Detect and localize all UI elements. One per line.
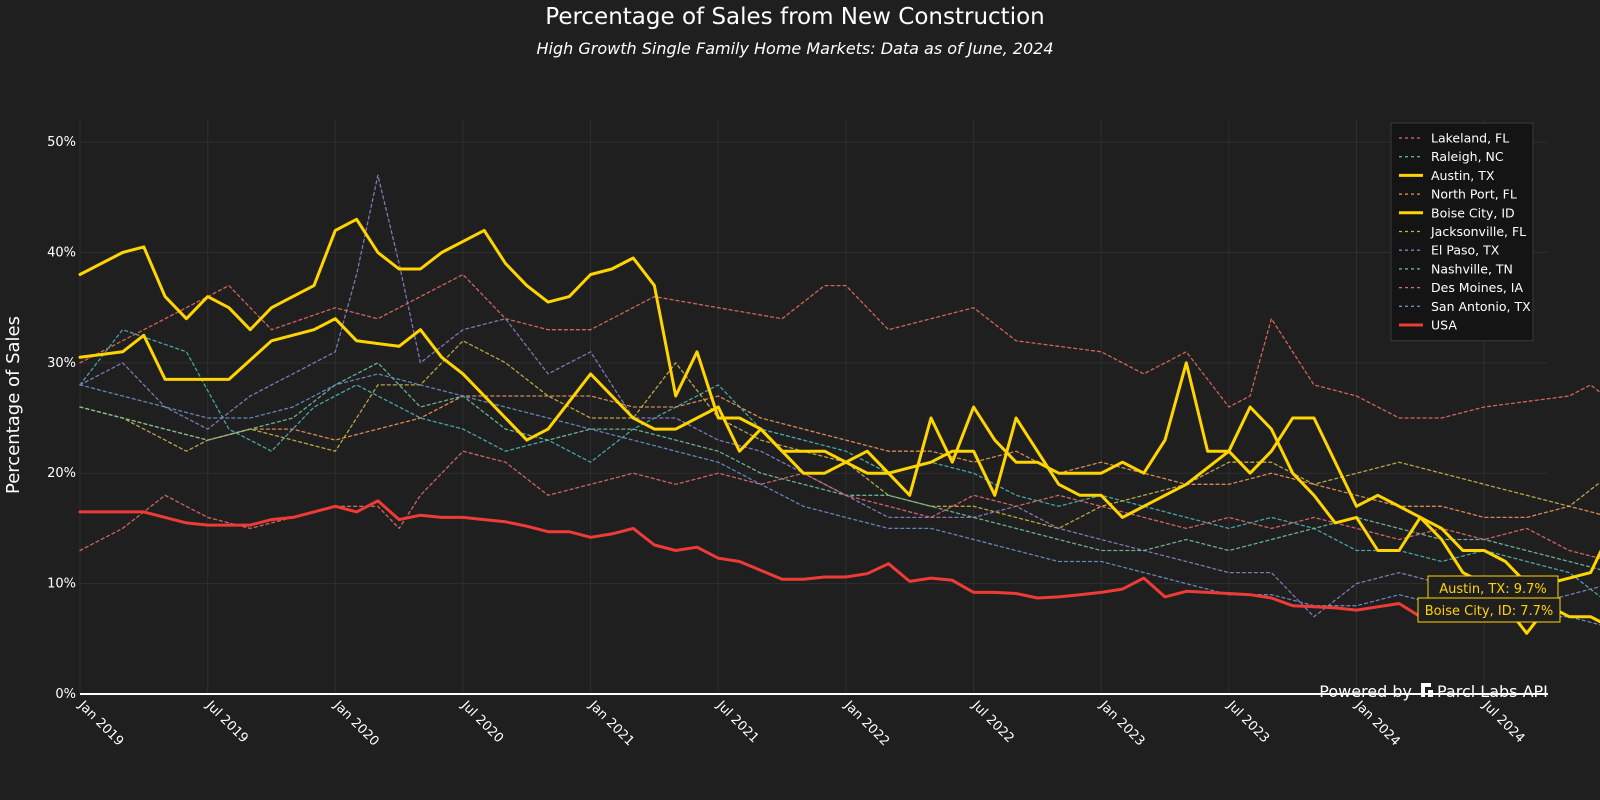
axes: 0% 10% 20% 30% 40% 50% Jan 2019 Jul 2019 Jan 202… bbox=[47, 135, 1548, 749]
legend-item-label[interactable]: North Port, FL bbox=[1431, 187, 1517, 202]
legend-item-label[interactable]: Raleigh, NC bbox=[1431, 149, 1504, 164]
series-line-jacksonville-fl bbox=[79, 340, 1600, 530]
x-tick-label: Jul 2019 bbox=[202, 698, 251, 747]
x-tick-label: Jan 2019 bbox=[74, 698, 126, 750]
x-tick-label: Jul 2023 bbox=[1223, 698, 1272, 747]
x-tick-label: Jul 2021 bbox=[713, 698, 762, 747]
y-tick-label: 30% bbox=[47, 356, 76, 371]
watermark-brand: Parcl Labs API bbox=[1437, 682, 1548, 701]
x-tick-label: Jul 2022 bbox=[968, 698, 1017, 747]
x-tick-label: Jan 2022 bbox=[840, 698, 892, 750]
legend[interactable]: Lakeland, FL Raleigh, NC Austin, TX North P… bbox=[1390, 122, 1534, 342]
series-line-austin-tx bbox=[78, 317, 1600, 586]
x-tick-label: Jan 2023 bbox=[1096, 698, 1148, 750]
watermark-text: Powered by bbox=[1319, 682, 1412, 701]
annotation-label: Boise City, ID: 7.7% bbox=[1425, 604, 1554, 619]
x-tick-label: Jul 2024 bbox=[1479, 698, 1528, 747]
series-line-lakeland-fl bbox=[79, 273, 1600, 419]
series-line-des-moines-ia bbox=[79, 450, 1600, 560]
annotation-box bbox=[1427, 575, 1559, 601]
watermark: Powered by Parcl Labs API bbox=[1319, 682, 1548, 701]
legend-item-label[interactable]: Nashville, TN bbox=[1431, 261, 1513, 276]
legend-item-label[interactable]: Des Moines, IA bbox=[1431, 280, 1523, 295]
legend-item-label[interactable]: San Antonio, TX bbox=[1431, 299, 1531, 314]
chart-subtitle: High Growth Single Family Home Markets: … bbox=[537, 39, 1054, 58]
chart-title: Percentage of Sales from New Constructio… bbox=[545, 4, 1044, 30]
y-tick-label: 10% bbox=[47, 577, 76, 592]
series-lines bbox=[78, 174, 1600, 635]
y-tick-label: 50% bbox=[47, 135, 76, 150]
x-tick-label: Jan 2020 bbox=[330, 698, 382, 750]
y-tick-label: 0% bbox=[55, 687, 76, 702]
legend-item-label[interactable]: Lakeland, FL bbox=[1431, 131, 1509, 146]
parcl-logo-icon bbox=[1421, 683, 1433, 697]
series-line-usa bbox=[78, 499, 1529, 620]
annotation-label: Austin, TX: 9.7% bbox=[1439, 582, 1547, 597]
legend-box bbox=[1390, 122, 1534, 342]
series-line-boise-city-id bbox=[78, 217, 1600, 635]
legend-item-label[interactable]: Boise City, ID bbox=[1431, 205, 1515, 220]
legend-item-label[interactable]: El Paso, TX bbox=[1431, 243, 1500, 258]
legend-item-label[interactable]: Jacksonville, FL bbox=[1430, 224, 1526, 239]
legend-item-label[interactable]: USA bbox=[1431, 318, 1457, 333]
x-tick-label: Jan 2021 bbox=[585, 698, 637, 750]
y-axis-title: Percentage of Sales bbox=[3, 316, 24, 494]
y-tick-label: 40% bbox=[47, 245, 76, 260]
legend-item-label[interactable]: Austin, TX bbox=[1431, 168, 1495, 183]
series-line-raleigh-nc bbox=[79, 329, 1600, 598]
x-tick-label: Jul 2020 bbox=[457, 698, 506, 747]
x-tick-label: Jan 2024 bbox=[1351, 698, 1403, 750]
series-line-nashville-tn bbox=[79, 362, 1600, 571]
series-line-san-antonio-tx bbox=[79, 373, 1600, 626]
annotations: Austin, TX: 9.7% Boise City, ID: 7.7% bbox=[1417, 575, 1561, 623]
y-tick-label: 20% bbox=[47, 466, 76, 481]
annotation-box bbox=[1417, 597, 1561, 623]
series-line-north-port-fl bbox=[79, 395, 1600, 519]
series-line-el-paso-tx bbox=[79, 174, 1600, 618]
